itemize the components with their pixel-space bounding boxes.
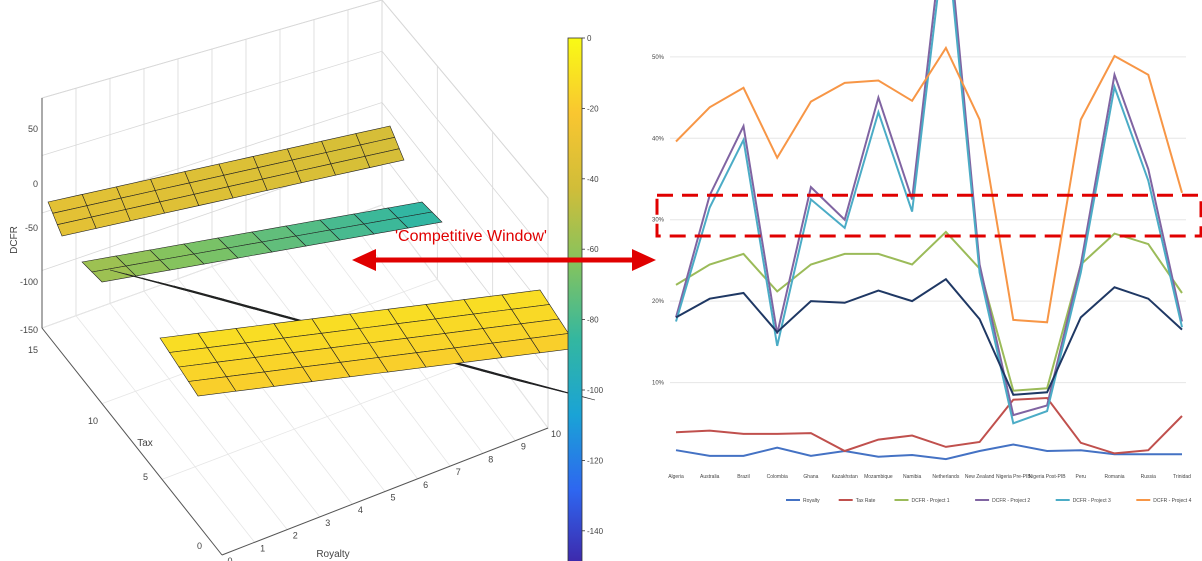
x-tick-label: Colombia — [767, 474, 788, 480]
legend-entry: Royalty — [786, 498, 820, 504]
z-tick-label: -150 — [20, 325, 38, 335]
legend-label: Royalty — [803, 498, 820, 504]
x-tick-label: Peru — [1076, 474, 1087, 480]
x-tick-label: 6 — [423, 480, 428, 490]
colorbar-tick-label: 0 — [587, 34, 592, 43]
x-tick-label: Trinidad — [1173, 474, 1191, 480]
x-tick-label: Russia — [1141, 474, 1157, 480]
series-line — [675, 443, 1182, 461]
competitive-window-label: 'Competitive Window' — [395, 228, 547, 245]
surface-plot: 0-20-40-60-80-100-120-140 500-50-100-150… — [9, 0, 604, 561]
x-tick-label: Namibia — [903, 474, 922, 480]
x-tick-label: Australia — [700, 474, 720, 480]
x-tick-label: Nigeria Post-PIB — [1029, 474, 1067, 480]
series-line — [675, 230, 1183, 392]
colorbar-tick-label: -20 — [587, 104, 599, 113]
series-line — [675, 0, 1183, 417]
y-tick-label: 30% — [652, 218, 665, 224]
colorbar-tick-label: -140 — [587, 527, 604, 536]
x-tick-label: 3 — [325, 518, 330, 528]
series-line — [675, 277, 1183, 396]
colorbar-tick-label: -100 — [587, 386, 604, 395]
x-tick-label: 2 — [293, 531, 298, 541]
legend-entry: Tax Rate — [838, 498, 876, 504]
z-axis-label: DCFR — [9, 226, 20, 254]
legend-label: DCFR - Project 4 — [1153, 498, 1191, 504]
x-tick-label: 9 — [521, 442, 526, 452]
legend-label: DCFR - Project 2 — [992, 498, 1030, 504]
y-axis-label: Tax — [137, 438, 153, 449]
series-line — [675, 45, 1183, 324]
x-tick-label: 1 — [260, 543, 265, 553]
z-tick-label: -100 — [20, 277, 38, 287]
z-tick-label: -50 — [25, 223, 38, 233]
series-line — [675, 0, 1183, 425]
y-tick-label: 50% — [652, 55, 665, 61]
competitive-window-box — [655, 193, 1202, 238]
colorbar-tick-label: -40 — [587, 175, 599, 184]
y-tick-label: 5 — [143, 472, 148, 482]
x-tick-label: 4 — [358, 505, 363, 515]
x-tick-label: 0 — [227, 556, 232, 561]
colorbar — [567, 37, 583, 561]
x-tick-label: 5 — [390, 493, 395, 503]
y-tick-label: 0 — [197, 541, 202, 551]
x-tick-label: Romania — [1105, 474, 1125, 480]
surface-plane-top — [47, 125, 405, 237]
z-tick-label: 0 — [33, 179, 38, 189]
y-tick-label: 15 — [28, 345, 38, 355]
x-tick-label: New Zealand — [965, 474, 995, 480]
series-line — [675, 396, 1183, 455]
x-tick-label: Algeria — [668, 474, 684, 480]
x-tick-label: Mozambique — [864, 474, 893, 480]
x-tick-label: Netherlands — [932, 474, 959, 480]
legend-label: DCFR - Project 1 — [912, 498, 950, 504]
colorbar-tick-label: -80 — [587, 316, 599, 325]
y-tick-label: 10 — [88, 416, 98, 426]
legend-entry: DCFR - Project 3 — [1055, 498, 1111, 504]
x-tick-label: Brazil — [737, 474, 750, 480]
legend-label: DCFR - Project 3 — [1073, 498, 1111, 504]
x-tick-label: Ghana — [803, 474, 818, 480]
y-tick-label: 20% — [652, 299, 665, 305]
colorbar-tick-label: -60 — [587, 245, 599, 254]
surface-plane-front — [159, 289, 579, 397]
y-tick-label: 10% — [652, 381, 665, 387]
x-tick-label: Nigeria Pre-PIB — [996, 474, 1031, 480]
legend-entry: DCFR - Project 4 — [1136, 498, 1192, 504]
x-axis-label: Royalty — [316, 549, 349, 560]
x-tick-label: Kazakhstan — [832, 474, 858, 480]
y-tick-label: 40% — [652, 136, 665, 142]
colorbar-tick-label: -120 — [587, 456, 604, 465]
x-tick-label: 7 — [456, 467, 461, 477]
x-tick-label: 10 — [551, 429, 561, 439]
double-arrow — [352, 249, 656, 271]
z-tick-label: 50 — [28, 124, 38, 134]
legend-entry: DCFR - Project 2 — [975, 498, 1030, 504]
surface-plane-mid — [81, 201, 443, 283]
x-tick-label: 8 — [488, 454, 493, 464]
legend-entry: DCFR - Project 1 — [894, 498, 950, 504]
legend-label: Tax Rate — [856, 498, 876, 504]
